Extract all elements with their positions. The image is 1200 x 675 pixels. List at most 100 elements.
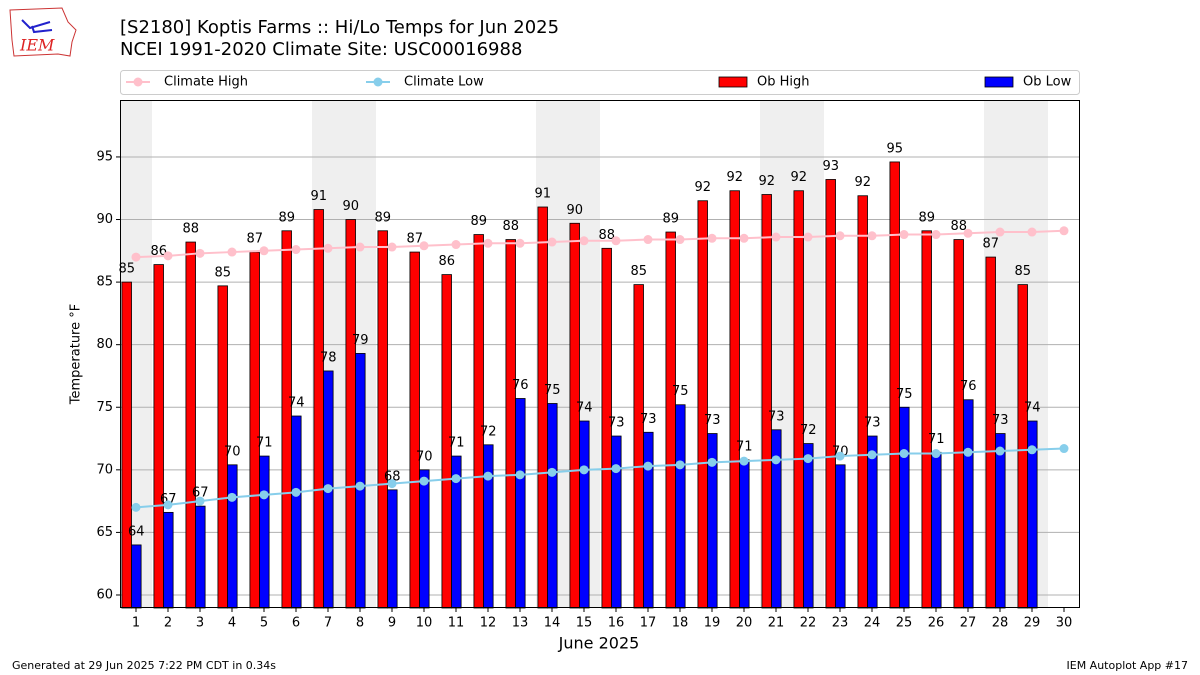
data-label: 87: [982, 237, 999, 252]
bar: [163, 511, 174, 609]
data-label: 71: [736, 439, 753, 454]
x-tick-label: 9: [388, 616, 396, 631]
data-label: 68: [384, 469, 401, 484]
line-marker: [131, 252, 141, 262]
bar: [227, 464, 238, 609]
data-label: 88: [502, 219, 519, 234]
line-marker: [131, 502, 141, 512]
bar: [665, 231, 676, 609]
data-label: 92: [790, 170, 807, 185]
line-marker: [547, 237, 557, 247]
data-label: 76: [960, 379, 977, 394]
bar: [857, 195, 868, 609]
data-label: 92: [726, 170, 743, 185]
data-label: 73: [768, 409, 785, 424]
data-label: 74: [1024, 401, 1041, 416]
x-tick-label: 14: [544, 616, 561, 631]
data-label: 89: [278, 210, 295, 225]
x-tick-label: 8: [356, 616, 364, 631]
line-marker: [515, 470, 525, 480]
bar: [899, 406, 910, 609]
bar: [963, 399, 974, 609]
x-tick-label: 20: [736, 616, 753, 631]
data-label: 73: [608, 416, 625, 431]
x-tick-label: 29: [1024, 616, 1041, 631]
data-label: 88: [950, 219, 967, 234]
x-tick-label: 16: [608, 616, 625, 631]
bar: [409, 251, 420, 609]
data-label: 74: [288, 396, 305, 411]
line-marker: [1027, 445, 1037, 455]
data-label: 64: [128, 524, 145, 539]
data-label: 73: [640, 412, 657, 427]
line-marker: [675, 235, 685, 245]
data-label: 86: [438, 254, 455, 269]
bar: [483, 444, 494, 609]
bar: [611, 435, 622, 609]
bar: [803, 443, 814, 609]
line-marker: [387, 479, 397, 489]
line-marker: [419, 476, 429, 486]
logo-icon: [21, 19, 53, 34]
line-marker: [739, 233, 749, 243]
bar: [835, 464, 846, 609]
bar: [867, 435, 878, 609]
line-marker: [291, 487, 301, 497]
x-tick-label: 30: [1056, 616, 1073, 631]
line-marker: [995, 446, 1005, 456]
legend-marker: [373, 77, 383, 87]
data-label: 76: [512, 378, 529, 393]
line-marker: [995, 227, 1005, 237]
line-marker: [963, 228, 973, 238]
data-label: 78: [320, 350, 337, 365]
line-marker: [707, 233, 717, 243]
bar: [387, 489, 398, 609]
line-marker: [259, 246, 269, 256]
data-label: 73: [704, 413, 721, 428]
data-label: 90: [342, 199, 359, 214]
x-tick-label: 18: [672, 616, 689, 631]
legend: Climate High Climate Low Ob High Ob Low: [120, 70, 1080, 95]
line-marker: [195, 496, 205, 506]
bar: [697, 200, 708, 609]
data-label: 70: [416, 449, 433, 464]
data-label: 91: [310, 189, 327, 204]
bar: [419, 469, 430, 609]
bar: [515, 398, 526, 609]
x-tick-label: 11: [448, 616, 465, 631]
chart-title: [S2180] Koptis Farms :: Hi/Lo Temps for …: [120, 17, 559, 38]
data-label: 90: [566, 203, 583, 218]
bar: [995, 433, 1006, 609]
bar: [953, 239, 964, 609]
bar: [131, 544, 142, 609]
data-label: 87: [246, 232, 263, 247]
bar: [793, 190, 804, 609]
line-marker: [451, 240, 461, 250]
x-tick-label: 1: [132, 616, 140, 631]
bar: [889, 161, 900, 609]
data-label: 85: [118, 262, 135, 277]
bar: [473, 234, 484, 609]
plot-frame: [120, 100, 1080, 608]
x-tick-label: 25: [896, 616, 913, 631]
data-label: 72: [480, 424, 497, 439]
y-axis-label: Temperature °F: [69, 304, 84, 405]
line-marker: [867, 450, 877, 460]
bar: [761, 194, 772, 609]
line-marker: [643, 235, 653, 245]
bar: [579, 420, 590, 609]
data-label: 91: [534, 187, 551, 202]
x-tick-label: 26: [928, 616, 945, 631]
data-label: 85: [630, 264, 647, 279]
data-label: 85: [1014, 264, 1031, 279]
bar: [643, 431, 654, 609]
bar: [921, 230, 932, 609]
data-label: 67: [192, 486, 209, 501]
data-label: 73: [992, 413, 1009, 428]
line-marker: [1059, 226, 1069, 236]
y-tick-label: 70: [96, 462, 113, 477]
bar: [537, 206, 548, 609]
data-label: 71: [448, 436, 465, 451]
line-marker: [835, 451, 845, 461]
